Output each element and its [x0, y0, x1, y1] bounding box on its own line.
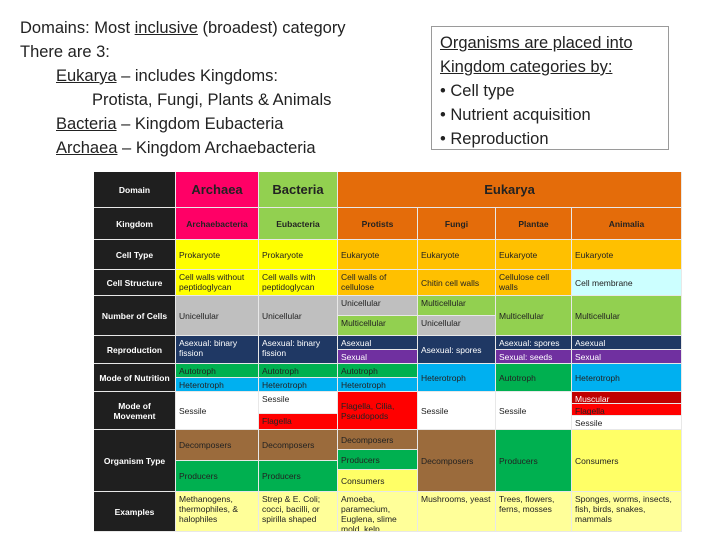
- nutrition-eubact-hetero: Heterotroph: [259, 378, 338, 392]
- structure-eubacteria: Cell walls with peptidoglycan: [259, 270, 338, 296]
- orgtype-archae-producers: Producers: [176, 461, 259, 492]
- kingdom-archaebacteria: Archaebacteria: [176, 208, 259, 240]
- nutrition-animalia: Heterotroph: [572, 364, 682, 392]
- bacteria-line: Bacteria – Kingdom Eubacteria: [56, 115, 284, 133]
- row-header-reproduction: Reproduction: [94, 336, 176, 364]
- orgtype-animalia: Consumers: [572, 430, 682, 492]
- movement-eubact-sessile: Sessile: [259, 392, 338, 414]
- orgtype-protists-decomposers: Decomposers: [338, 430, 418, 450]
- structure-archaebacteria: Cell walls without peptidoglycan: [176, 270, 259, 296]
- celltype-plantae: Eukaryote: [496, 240, 572, 270]
- repro-animalia-sexual: Sexual: [572, 350, 682, 364]
- repro-protists-sexual: Sexual: [338, 350, 418, 364]
- repro-fungi: Asexual: spores: [418, 336, 496, 364]
- examples-archaebacteria: Methanogens, thermophiles, & halophiles: [176, 492, 259, 532]
- kingdom-plantae: Plantae: [496, 208, 572, 240]
- examples-protists: Amoeba, paramecium, Euglena, slime mold,…: [338, 492, 418, 532]
- row-header-number-of-cells: Number of Cells: [94, 296, 176, 336]
- row-header-movement: Mode of Movement: [94, 392, 176, 430]
- numcells-fungi-uni: Unicellular: [418, 316, 496, 336]
- numcells-animalia: Multicellular: [572, 296, 682, 336]
- celltype-archaebacteria: Prokaryote: [176, 240, 259, 270]
- repro-animalia-asexual: Asexual: [572, 336, 682, 350]
- numcells-plantae: Multicellular: [496, 296, 572, 336]
- criteria-heading-line2: Kingdom categories by:: [440, 58, 613, 76]
- nutrition-fungi: Heterotroph: [418, 364, 496, 392]
- criteria-bullet: • Cell type: [440, 82, 515, 100]
- nutrition-plantae: Autotroph: [496, 364, 572, 392]
- kingdom-comparison-table: Domain Kingdom Cell Type Cell Structure …: [94, 172, 682, 532]
- numcells-archaebacteria: Unicellular: [176, 296, 259, 336]
- row-header-cell-type: Cell Type: [94, 240, 176, 270]
- repro-plantae-asexual: Asexual: spores: [496, 336, 572, 350]
- kingdom-animalia: Animalia: [572, 208, 682, 240]
- inclusive-word: inclusive: [134, 19, 198, 37]
- eukarya-kingdoms: Protista, Fungi, Plants & Animals: [92, 91, 332, 109]
- row-header-domain: Domain: [94, 172, 176, 208]
- kingdom-eubacteria: Eubacteria: [259, 208, 338, 240]
- movement-animalia-muscular: Muscular: [572, 392, 682, 404]
- numcells-eubacteria: Unicellular: [259, 296, 338, 336]
- structure-plantae: Cellulose cell walls: [496, 270, 572, 296]
- examples-eubacteria: Strep & E. Coli; cocci, bacilli, or spir…: [259, 492, 338, 532]
- archaea-line: Archaea – Kingdom Archaebacteria: [56, 139, 316, 157]
- orgtype-protists-consumers: Consumers: [338, 470, 418, 492]
- structure-animalia: Cell membrane: [572, 270, 682, 296]
- nutrition-archae-auto: Autotroph: [176, 364, 259, 378]
- criteria-heading-line1: Organisms are placed into: [440, 34, 633, 52]
- examples-animalia: Sponges, worms, insects, fish, birds, sn…: [572, 492, 682, 532]
- movement-fungi: Sessile: [418, 392, 496, 430]
- nutrition-eubact-auto: Autotroph: [259, 364, 338, 378]
- domain-bacteria: Bacteria: [259, 172, 338, 208]
- numcells-fungi-multi: Multicellular: [418, 296, 496, 316]
- row-header-cell-structure: Cell Structure: [94, 270, 176, 296]
- kingdom-fungi: Fungi: [418, 208, 496, 240]
- orgtype-protists-producers: Producers: [338, 450, 418, 470]
- numcells-protists-multi: Multicellular: [338, 316, 418, 336]
- row-header-kingdom: Kingdom: [94, 208, 176, 240]
- domain-archaea: Archaea: [176, 172, 259, 208]
- nutrition-protists-hetero: Heterotroph: [338, 378, 418, 392]
- orgtype-fungi: Decomposers: [418, 430, 496, 492]
- celltype-protists: Eukaryote: [338, 240, 418, 270]
- row-header-nutrition: Mode of Nutrition: [94, 364, 176, 392]
- orgtype-plantae: Producers: [496, 430, 572, 492]
- celltype-eubacteria: Prokaryote: [259, 240, 338, 270]
- kingdom-protists: Protists: [338, 208, 418, 240]
- nutrition-protists-auto: Autotroph: [338, 364, 418, 378]
- count-line: There are 3:: [20, 43, 110, 61]
- structure-fungi: Chitin cell walls: [418, 270, 496, 296]
- domain-eukarya: Eukarya: [338, 172, 682, 208]
- criteria-bullet: • Reproduction: [440, 130, 549, 148]
- celltype-fungi: Eukaryote: [418, 240, 496, 270]
- repro-archaebacteria: Asexual: binary fission: [176, 336, 259, 364]
- orgtype-eubact-producers: Producers: [259, 461, 338, 492]
- examples-fungi: Mushrooms, yeast: [418, 492, 496, 532]
- movement-protists: Flagella, Cilia, Pseudopods: [338, 392, 418, 430]
- domains-line: Domains: Most inclusive (broadest) categ…: [20, 19, 346, 37]
- row-header-examples: Examples: [94, 492, 176, 532]
- movement-animalia-sessile: Sessile: [572, 416, 682, 430]
- examples-plantae: Trees, flowers, ferns, mosses: [496, 492, 572, 532]
- movement-animalia-flagella: Flagella: [572, 404, 682, 416]
- movement-plantae: Sessile: [496, 392, 572, 430]
- repro-plantae-sexual: Sexual: seeds: [496, 350, 572, 364]
- domains-summary: Domains: Most inclusive (broadest) categ…: [20, 16, 420, 160]
- repro-eubacteria: Asexual: binary fission: [259, 336, 338, 364]
- criteria-bullet: • Nutrient acquisition: [440, 106, 591, 124]
- celltype-animalia: Eukaryote: [572, 240, 682, 270]
- eukarya-line: Eukarya – includes Kingdoms:: [56, 67, 278, 85]
- orgtype-eubact-decomposers: Decomposers: [259, 430, 338, 461]
- nutrition-archae-hetero: Heterotroph: [176, 378, 259, 392]
- movement-archaebacteria: Sessile: [176, 392, 259, 430]
- structure-protists: Cell walls of cellulose: [338, 270, 418, 296]
- orgtype-archae-decomposers: Decomposers: [176, 430, 259, 461]
- repro-protists-asexual: Asexual: [338, 336, 418, 350]
- row-header-organism-type: Organism Type: [94, 430, 176, 492]
- movement-eubact-flagella: Flagella: [259, 414, 338, 430]
- classification-criteria-box: Organisms are placed into Kingdom catego…: [431, 26, 669, 150]
- numcells-protists-uni: Unicellular: [338, 296, 418, 316]
